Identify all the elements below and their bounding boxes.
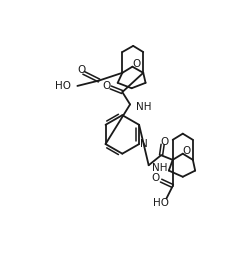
Text: N: N bbox=[140, 139, 148, 149]
Text: NH: NH bbox=[152, 163, 167, 172]
Text: HO: HO bbox=[153, 198, 169, 208]
Text: O: O bbox=[103, 81, 111, 91]
Text: O: O bbox=[161, 137, 169, 147]
Text: NH: NH bbox=[136, 102, 151, 113]
Text: O: O bbox=[183, 146, 191, 156]
Text: HO: HO bbox=[55, 81, 71, 91]
Text: O: O bbox=[151, 173, 160, 183]
Text: O: O bbox=[77, 65, 85, 75]
Text: O: O bbox=[132, 59, 140, 69]
